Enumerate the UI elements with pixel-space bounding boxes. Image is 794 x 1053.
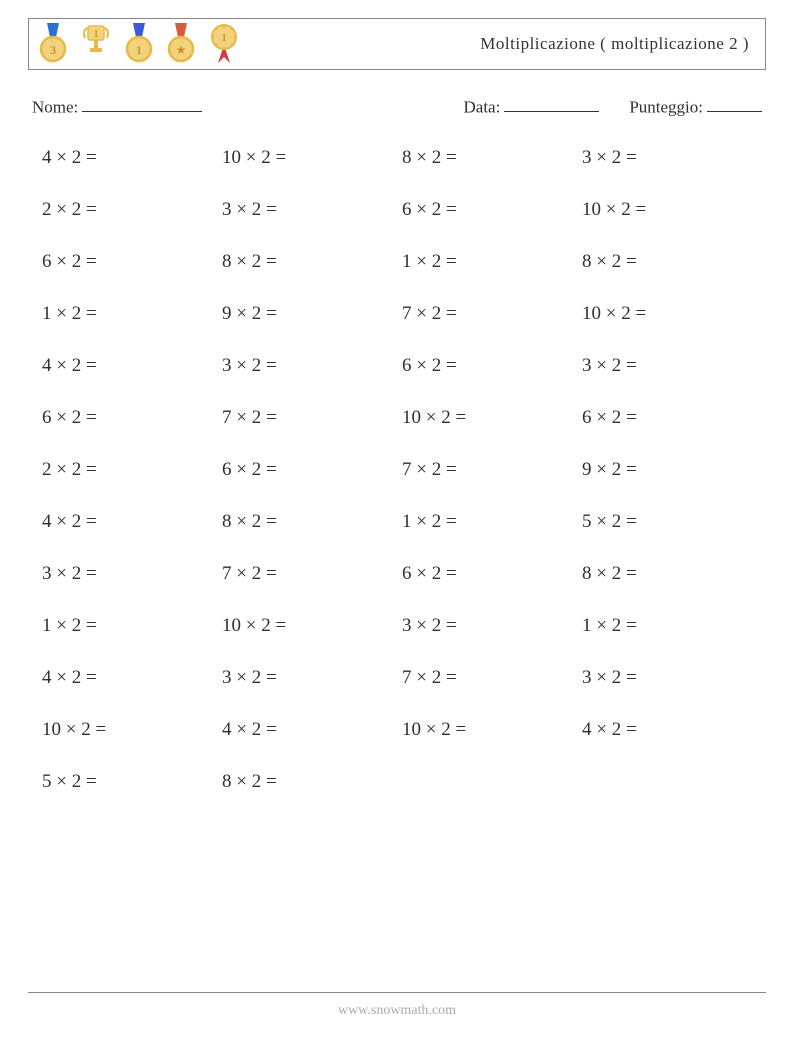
math-problem: 4 × 2 = [222,719,402,741]
svg-text:1: 1 [94,29,99,40]
math-problem: 8 × 2 = [222,771,402,793]
math-problem: 3 × 2 = [582,147,762,169]
math-problem: 2 × 2 = [42,199,222,221]
math-problem: 7 × 2 = [402,459,582,481]
math-problem: 6 × 2 = [402,199,582,221]
math-problem: 1 × 2 = [402,511,582,533]
math-problem: 3 × 2 = [222,667,402,689]
math-problem: 10 × 2 = [402,719,582,741]
footer-divider [28,992,766,993]
math-problem: 7 × 2 = [222,563,402,585]
math-problem: 8 × 2 = [402,147,582,169]
math-problem: 10 × 2 = [222,147,402,169]
svg-text:3: 3 [50,43,56,57]
header-box: 3 1 1 ★ 1 Moltiplica [28,18,766,70]
medal-icon: 1 [81,24,111,64]
math-problem: 1 × 2 = [42,303,222,325]
math-problem: 3 × 2 = [582,667,762,689]
math-problem: 10 × 2 = [42,719,222,741]
math-problem: 8 × 2 = [582,563,762,585]
math-problem: 2 × 2 = [42,459,222,481]
math-problem: 4 × 2 = [42,511,222,533]
medal-row: 3 1 1 ★ 1 [39,23,239,65]
svg-text:1: 1 [221,32,227,44]
name-blank [82,96,202,112]
score-blank [707,96,762,112]
date-label: Data: [464,97,501,116]
worksheet-title: Moltiplicazione ( moltiplicazione 2 ) [480,34,755,54]
math-problem: 1 × 2 = [402,251,582,273]
math-problem: 3 × 2 = [42,563,222,585]
medal-icon: 1 [209,23,239,65]
math-problem: 1 × 2 = [42,615,222,637]
info-right: Data: Punteggio: [464,96,763,117]
math-problem: 6 × 2 = [222,459,402,481]
svg-text:★: ★ [176,43,187,57]
footer-text: www.snowmath.com [0,1003,794,1019]
math-problem: 6 × 2 = [402,563,582,585]
date-blank [504,96,599,112]
math-problem: 10 × 2 = [582,199,762,221]
math-problem: 6 × 2 = [402,355,582,377]
math-problem: 4 × 2 = [42,667,222,689]
math-problem: 10 × 2 = [222,615,402,637]
score-label: Punteggio: [629,97,703,116]
medal-icon: ★ [167,23,195,65]
math-problem: 5 × 2 = [582,511,762,533]
math-problem: 7 × 2 = [402,667,582,689]
score-field: Punteggio: [629,96,762,117]
date-field: Data: [464,96,600,117]
math-problem [402,771,582,793]
math-problem: 9 × 2 = [222,303,402,325]
math-problem: 1 × 2 = [582,615,762,637]
problem-grid: 4 × 2 =10 × 2 =8 × 2 =3 × 2 =2 × 2 =3 × … [28,147,766,793]
math-problem: 6 × 2 = [42,407,222,429]
math-problem: 6 × 2 = [582,407,762,429]
math-problem: 4 × 2 = [42,355,222,377]
math-problem [582,771,762,793]
math-problem: 8 × 2 = [222,251,402,273]
math-problem: 5 × 2 = [42,771,222,793]
svg-text:1: 1 [136,43,142,57]
math-problem: 4 × 2 = [42,147,222,169]
math-problem: 3 × 2 = [222,355,402,377]
info-row: Nome: Data: Punteggio: [28,96,766,117]
math-problem: 9 × 2 = [582,459,762,481]
math-problem: 10 × 2 = [582,303,762,325]
math-problem: 3 × 2 = [582,355,762,377]
name-field: Nome: [32,96,202,117]
math-problem: 7 × 2 = [402,303,582,325]
math-problem: 6 × 2 = [42,251,222,273]
math-problem: 7 × 2 = [222,407,402,429]
worksheet-page: 3 1 1 ★ 1 Moltiplica [0,0,794,1053]
math-problem: 3 × 2 = [402,615,582,637]
medal-icon: 1 [125,23,153,65]
math-problem: 3 × 2 = [222,199,402,221]
math-problem: 4 × 2 = [582,719,762,741]
math-problem: 8 × 2 = [582,251,762,273]
medal-icon: 3 [39,23,67,65]
name-label: Nome: [32,97,78,116]
math-problem: 10 × 2 = [402,407,582,429]
math-problem: 8 × 2 = [222,511,402,533]
